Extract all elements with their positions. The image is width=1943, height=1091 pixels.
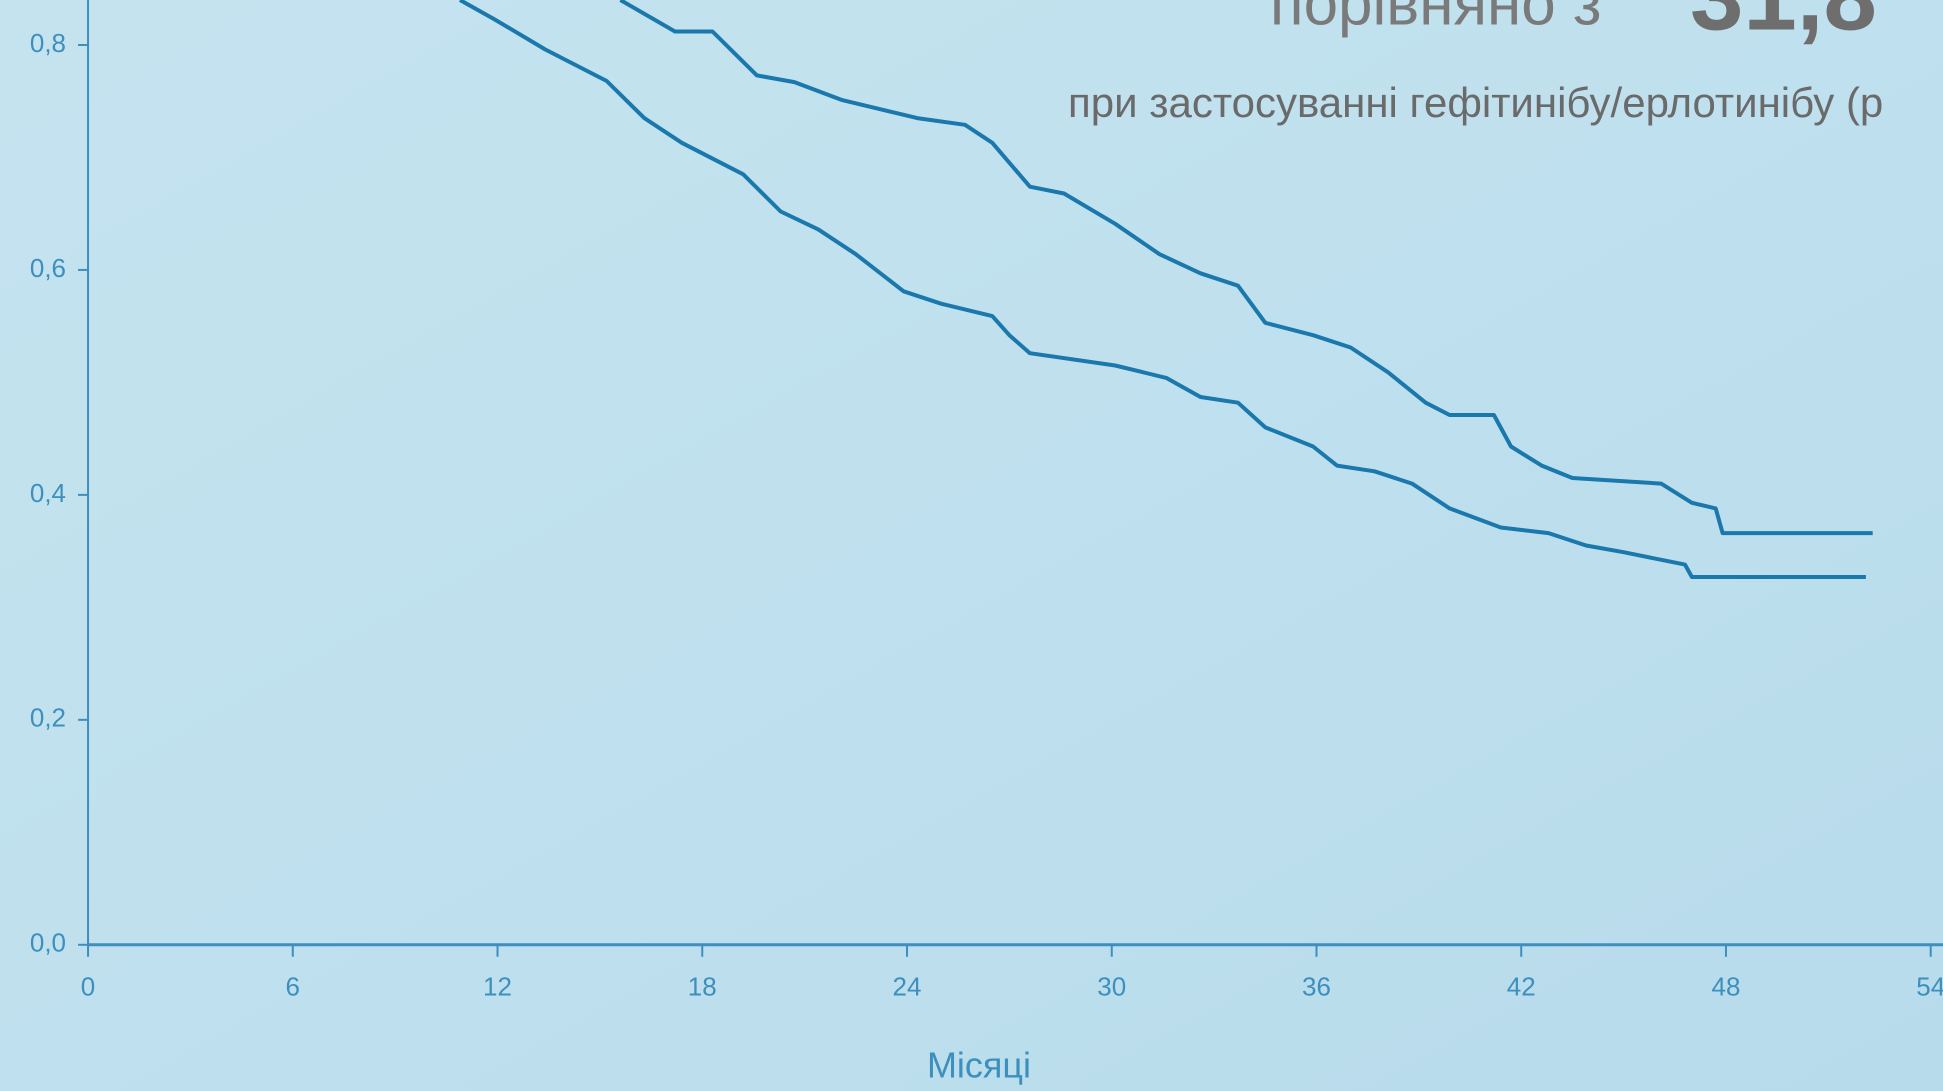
subtitle: при застосуванні гефітинібу/ерлотинібу (… [1068,79,1883,126]
y-tick-label: 0,6 [30,253,66,283]
chart-title: порівняно з [1270,0,1601,38]
x-tick-label: 24 [893,972,922,1002]
x-tick-label: 18 [688,972,717,1002]
highlight: 31,8 [1690,0,1877,50]
x-tick-label: 6 [286,972,300,1002]
x-tick-label: 36 [1302,972,1331,1002]
survival-curve [459,0,1866,579]
x-tick-label: 54 [1916,972,1943,1002]
x-tick-label: 0 [81,972,95,1002]
x-tick-label: 30 [1097,972,1126,1002]
x-tick-label: 12 [483,972,512,1002]
x-axis-label: Місяці [927,1045,1031,1086]
y-tick-label: 0,4 [30,478,66,508]
y-tick-label: 0,0 [30,928,66,958]
x-tick-label: 42 [1507,972,1536,1002]
survival-curve [619,0,1873,536]
x-tick-label: 48 [1712,972,1741,1002]
y-tick-label: 0,2 [30,703,66,733]
y-tick-label: 0,8 [30,28,66,58]
